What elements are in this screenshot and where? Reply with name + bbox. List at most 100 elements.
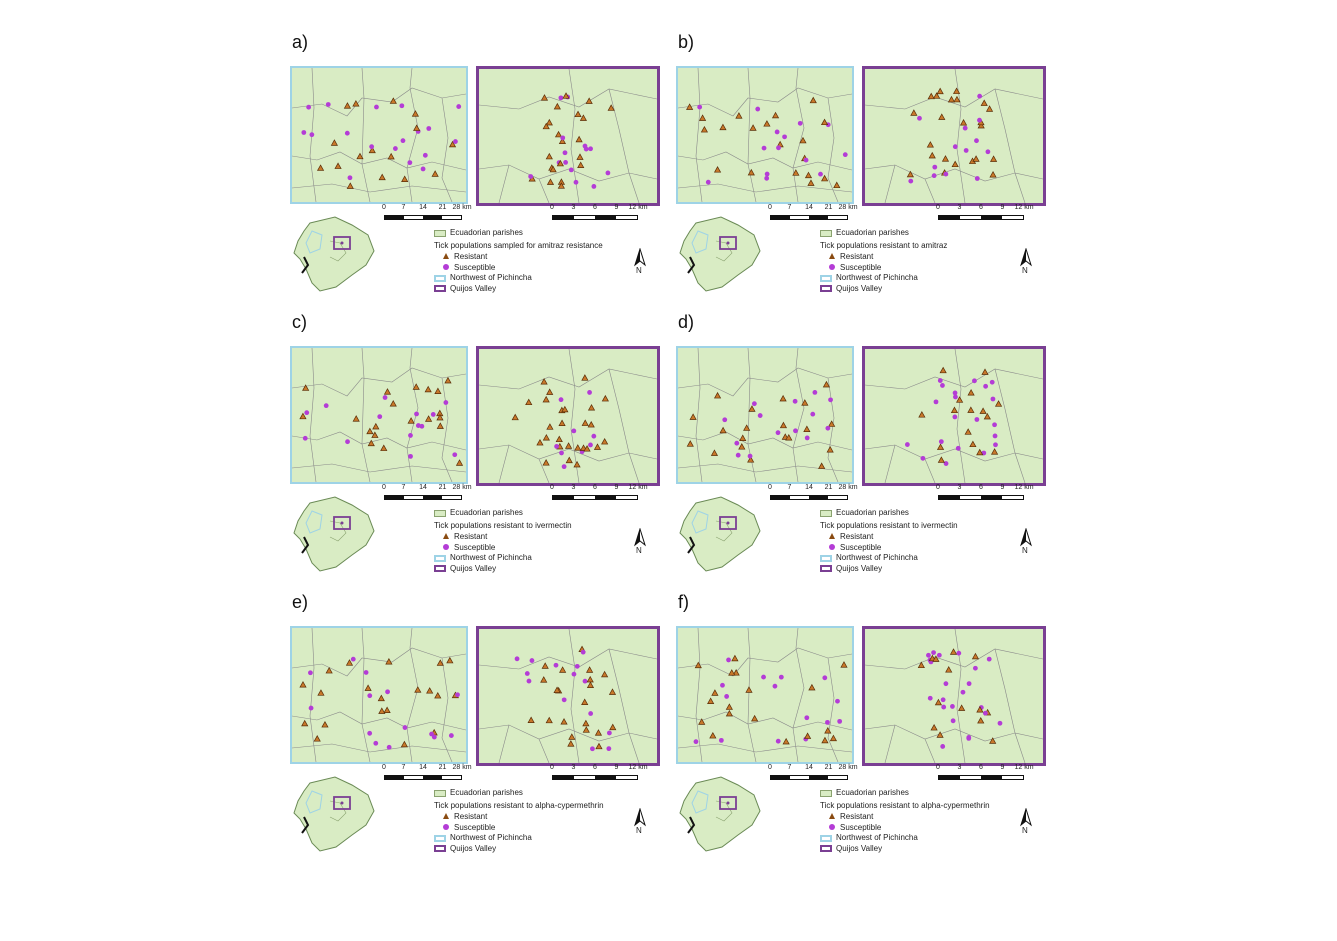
population-marker (955, 445, 961, 451)
susceptible-marker (822, 675, 828, 681)
susceptible-marker (735, 112, 743, 119)
susceptible-marker (399, 103, 405, 109)
population-marker (549, 165, 557, 173)
population-marker (932, 655, 940, 662)
resistant-marker (724, 694, 730, 699)
susceptible-marker (301, 130, 307, 135)
population-marker (943, 681, 949, 687)
resistant-marker (436, 659, 444, 666)
population-marker (933, 92, 941, 99)
scale-tick-label: 12 km (628, 484, 648, 491)
population-marker (583, 445, 591, 452)
dot-icon (443, 543, 449, 550)
susceptible-marker (387, 152, 395, 160)
resistant-marker (722, 417, 728, 423)
population-marker (528, 174, 534, 179)
population-marker (586, 666, 594, 673)
legend-parishes: Ecuadorian parishes (434, 788, 604, 799)
resistant-marker (401, 175, 409, 182)
susceptible-marker (697, 104, 703, 110)
resistant-marker (826, 445, 834, 453)
population-marker (545, 152, 553, 160)
resistant-marker (745, 686, 753, 693)
population-marker (540, 676, 548, 683)
scale-tick-label: 0 (936, 484, 940, 491)
resistant-marker (713, 166, 722, 173)
susceptible-marker (420, 166, 426, 172)
resistant-marker (711, 689, 719, 696)
resistant-marker (824, 726, 832, 734)
resistant-marker (344, 130, 350, 136)
dot-icon (829, 263, 835, 270)
resistant-marker (422, 152, 428, 158)
susceptible-marker (346, 182, 354, 189)
resistant-marker (374, 104, 379, 110)
resistant-marker (713, 391, 722, 399)
scale-tick-label: 12 km (1014, 764, 1034, 771)
population-marker (917, 661, 925, 669)
population-marker (953, 95, 961, 103)
population-marker (561, 697, 567, 703)
north-arrow-icon (1020, 807, 1032, 827)
north-arrow-icon (634, 807, 646, 827)
legend-parishes: Ecuadorian parishes (434, 228, 603, 239)
population-marker (918, 411, 926, 418)
dot-icon (829, 543, 835, 550)
population-marker (980, 99, 988, 106)
population-marker (545, 716, 553, 724)
resistant-marker (804, 435, 810, 441)
resistant-marker (321, 720, 329, 728)
population-marker (563, 160, 568, 165)
population-marker (927, 92, 935, 100)
population-marker (588, 146, 593, 152)
population-marker (606, 746, 612, 752)
population-marker (982, 710, 988, 716)
population-marker (941, 704, 947, 710)
scale-tick-label: 7 (787, 764, 792, 771)
population-marker (553, 686, 561, 693)
northwest-map-svg (678, 628, 852, 762)
susceptible-marker (430, 412, 436, 417)
population-marker (582, 678, 588, 684)
north-arrow: N (1016, 247, 1036, 278)
population-marker (939, 366, 947, 374)
resistant-marker (308, 705, 314, 711)
resistant-marker (413, 124, 421, 131)
population-marker (971, 652, 980, 660)
triangle-icon (443, 533, 449, 539)
legend-resistant: Resistant (434, 532, 572, 543)
susceptible-marker (809, 96, 817, 104)
population-marker (936, 443, 945, 450)
resistant-marker (801, 399, 809, 406)
susceptible-marker (385, 658, 393, 665)
susceptible-marker (825, 425, 831, 431)
map-panel-c: c) 0 7 14 21 28 km 0 3 6 9 12 km Ecuadorian pari… (290, 312, 670, 588)
susceptible-marker (452, 452, 458, 458)
susceptible-marker (325, 102, 331, 107)
resistant-marker (825, 719, 830, 725)
scale-tick-label: 28 km (838, 484, 858, 491)
resistant-marker (414, 411, 419, 417)
resistant-marker (446, 656, 454, 664)
population-marker (588, 442, 593, 448)
resistant-marker (837, 718, 843, 724)
panel-label: e) (292, 592, 309, 612)
resistant-marker (719, 426, 727, 434)
triangle-icon (829, 533, 835, 539)
scale-tick-label: 12 km (1014, 204, 1034, 211)
susceptible-marker (407, 417, 415, 424)
map-panel-f: f) 0 7 14 21 28 km 0 3 6 9 12 km Ecuadorian pari… (676, 592, 1056, 868)
scale-tick-label: 14 (805, 764, 813, 771)
quijos-map-svg (479, 69, 657, 203)
scale-tick-label: 28 km (838, 764, 858, 771)
map-legend: Ecuadorian parishes Tick populations res… (434, 508, 572, 574)
scale-bar-quijos: 0 3 6 9 12 km (936, 764, 1034, 786)
resistant-marker (371, 431, 379, 438)
resistant-marker (775, 738, 781, 744)
susceptible-marker (436, 413, 444, 421)
population-marker (950, 704, 955, 709)
population-marker (607, 104, 615, 111)
population-marker (587, 404, 596, 411)
resistant-marker (734, 440, 740, 446)
scale-bar-quijos: 0 3 6 9 12 km (550, 764, 648, 786)
